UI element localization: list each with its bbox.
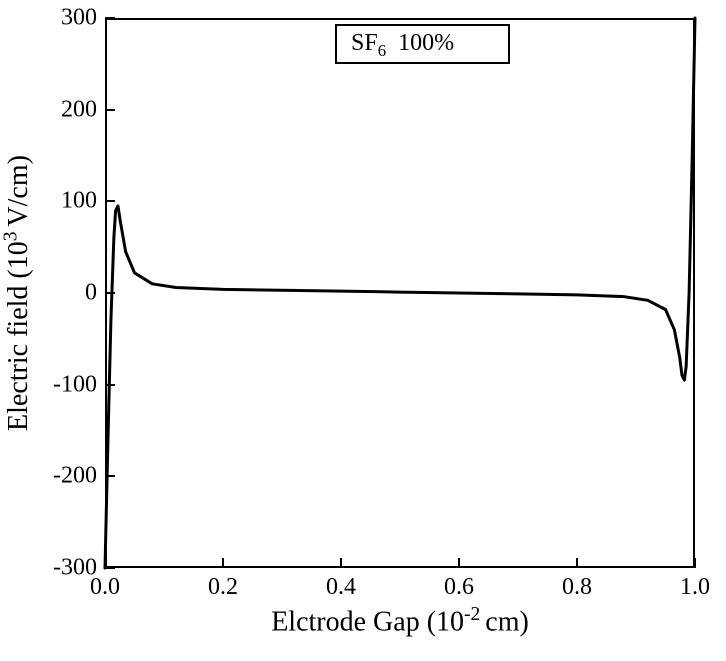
chart-root: 0.00.20.40.60.81.0 -300-200-100010020030… <box>0 0 726 661</box>
y-tick-label: -300 <box>53 555 97 582</box>
x-tick-label: 0.4 <box>326 574 356 601</box>
y-tick-label: 300 <box>61 5 97 32</box>
legend-box: SF6 100% <box>335 24 510 64</box>
y-tick-label: 0 <box>85 280 97 307</box>
x-tick-label: 0.2 <box>208 574 238 601</box>
y-tick <box>105 17 115 19</box>
y-tick <box>105 200 115 202</box>
x-tick <box>222 558 224 568</box>
series-line <box>0 0 726 661</box>
legend-text: SF6 100% <box>351 30 454 56</box>
x-tick <box>340 558 342 568</box>
y-tick <box>105 292 115 294</box>
y-tick <box>105 384 115 386</box>
x-tick-label: 0.6 <box>444 574 474 601</box>
y-axis-label: Electric field (103 V/cm) <box>1 155 35 431</box>
y-tick-label: 100 <box>61 188 97 215</box>
y-tick-label: -200 <box>53 463 97 490</box>
x-axis-label: Elctrode Gap (10-2 cm) <box>271 604 529 638</box>
y-tick-label: -100 <box>53 371 97 398</box>
x-tick <box>458 558 460 568</box>
x-tick <box>576 558 578 568</box>
y-tick-label: 200 <box>61 96 97 123</box>
x-tick <box>694 558 696 568</box>
y-tick <box>105 475 115 477</box>
y-tick <box>105 109 115 111</box>
y-tick <box>105 567 115 569</box>
x-tick-label: 0.8 <box>562 574 592 601</box>
x-tick-label: 1.0 <box>680 574 710 601</box>
